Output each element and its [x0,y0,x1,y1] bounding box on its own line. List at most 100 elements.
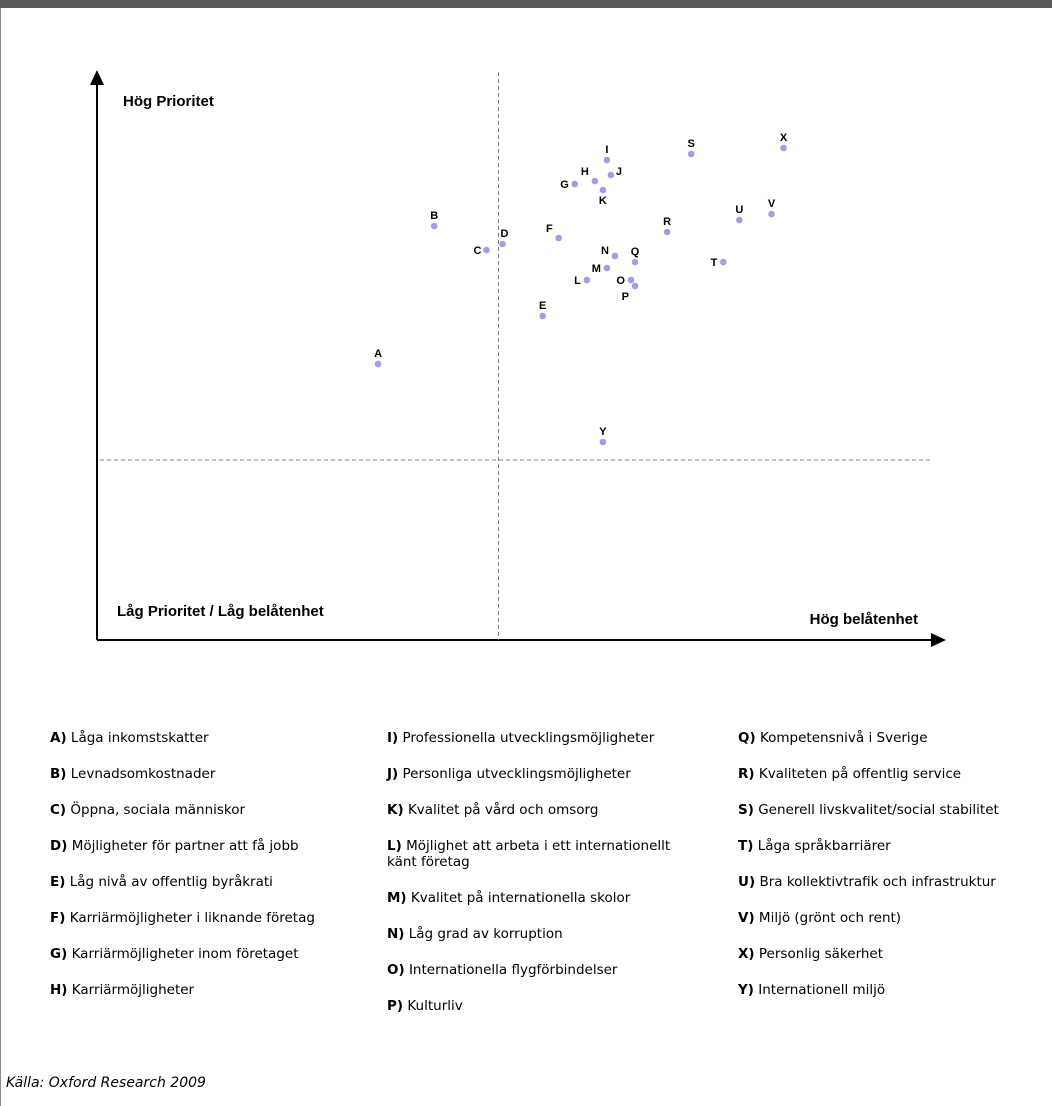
point-label-b: B [430,210,438,222]
point-label-i: I [605,144,608,156]
data-point-y [599,438,607,446]
data-point-t [720,258,727,266]
legend-key: S) [738,802,754,818]
corner-label-bottom-left: Låg Prioritet / Låg belåtenhet [117,603,324,620]
legend-key: O) [387,962,405,978]
legend-text: Kulturliv [407,998,463,1014]
legend-text: Internationell miljö [758,982,886,998]
point-label-o: O [616,275,625,287]
legend-item: A) Låga inkomstskatter [50,730,370,746]
point-label-e: E [539,300,546,312]
legend-text: Generell livskvalitet/social stabilitet [758,802,999,818]
legend-text: Kompetensnivå i Sverige [759,730,928,746]
legend-key: G) [50,946,68,962]
data-point-j [607,171,615,179]
legend-text: Professionella utvecklingsmöjligheter [402,730,655,746]
data-point-r [663,228,671,236]
legend-item: O) Internationella flygförbindelser [387,962,697,978]
point-label-d: D [501,228,509,240]
legend-text: Kvalitet på internationella skolor [410,890,631,906]
point-label-l: L [574,275,581,287]
point-label-m: M [592,263,601,275]
legend-key: N) [387,926,405,942]
point-label-f: F [546,223,553,235]
legend-key: J) [387,766,399,782]
legend-item: H) Karriärmöjligheter [50,982,370,998]
legend-item: K) Kvalitet på vård och omsorg [387,802,697,818]
legend-text: Låga inkomstskatter [70,730,209,746]
legend-key: X) [738,946,755,962]
legend-text: Möjligheter för partner att få jobb [71,838,299,854]
legend-text: Karriärmöjligheter i liknande företag [69,910,315,926]
data-point-d [499,240,506,248]
legend-item: T) Låga språkbarriärer [738,838,1038,854]
legend-item: M) Kvalitet på internationella skolor [387,890,697,906]
legend-key: V) [738,910,755,926]
legend-item: Q) Kompetensnivå i Sverige [738,730,1038,746]
point-label-v: V [768,198,776,210]
data-point-g [571,180,579,188]
scatter-chart: Hög Prioritet Låg Prioritet / Låg belåte… [90,70,946,647]
data-point-c [483,246,490,254]
legend-key: T) [738,838,754,854]
data-point-b [430,222,438,230]
legend-item: S) Generell livskvalitet/social stabilit… [738,802,1038,818]
legend-item: P) Kulturliv [387,998,697,1014]
legend-item: B) Levnadsomkostnader [50,766,370,782]
legend-item: N) Låg grad av korruption [387,926,697,942]
legend-text: Kvaliteten på offentlig service [758,766,962,782]
legend-key: Y) [738,982,754,998]
source-note: Källa: Oxford Research 2009 [6,1075,206,1091]
data-point-o [627,276,635,284]
data-point-i [603,156,611,164]
point-label-c: C [474,245,482,257]
legend-text: Miljö (grönt och rent) [758,910,902,926]
point-label-u: U [735,204,743,216]
legend-text: Kvalitet på vård och omsorg [407,802,599,818]
data-points: A B C D E F GH IJ K LMN OP Q R S T U V X Y [374,132,788,446]
point-label-j: J [616,166,622,178]
legend-key: D) [50,838,68,854]
legend-key: P) [387,998,404,1014]
legend-text: Låg nivå av offentlig byråkrati [69,874,273,890]
legend-key: M) [387,890,407,906]
legend-text: Möjlighet att arbeta i ett internationel… [387,838,671,870]
data-point-k [599,186,607,194]
data-point-a [374,360,382,368]
legend-item: G) Karriärmöjligheter inom företaget [50,946,370,962]
point-label-t: T [711,257,718,269]
legend-key: Q) [738,730,756,746]
legend-key: B) [50,766,67,782]
legend-item: R) Kvaliteten på offentlig service [738,766,1038,782]
data-point-v [768,210,775,218]
top-bar [0,0,1052,8]
point-label-a: A [374,348,382,360]
point-label-h: H [581,166,589,178]
legend-key: F) [50,910,66,926]
point-label-n: N [601,245,609,257]
point-label-x: X [780,132,788,144]
legend-text: Personlig säkerhet [758,946,884,962]
data-point-m [603,264,611,272]
legend-item: X) Personlig säkerhet [738,946,1038,962]
data-point-q [631,258,639,266]
legend-key: C) [50,802,67,818]
legend-item: V) Miljö (grönt och rent) [738,910,1038,926]
legend-text: Låg grad av korruption [408,926,563,942]
data-point-e [539,312,546,320]
legend-key: R) [738,766,755,782]
legend-item: F) Karriärmöjligheter i liknande företag [50,910,370,926]
data-point-f [555,234,563,242]
legend-text: Personliga utvecklingsmöjligheter [402,766,631,782]
point-label-q: Q [631,246,640,258]
legend-text: Bra kollektivtrafik och infrastruktur [759,874,996,890]
legend-item: U) Bra kollektivtrafik och infrastruktur [738,874,1038,890]
data-point-p [631,282,639,290]
point-label-k: K [599,195,607,207]
data-point-u [736,216,743,224]
legend-item: C) Öppna, sociala människor [50,802,370,818]
corner-label-top-left: Hög Prioritet [123,93,214,110]
y-axis-arrow [90,70,104,85]
legend-item: Y) Internationell miljö [738,982,1038,998]
legend-key: U) [738,874,756,890]
